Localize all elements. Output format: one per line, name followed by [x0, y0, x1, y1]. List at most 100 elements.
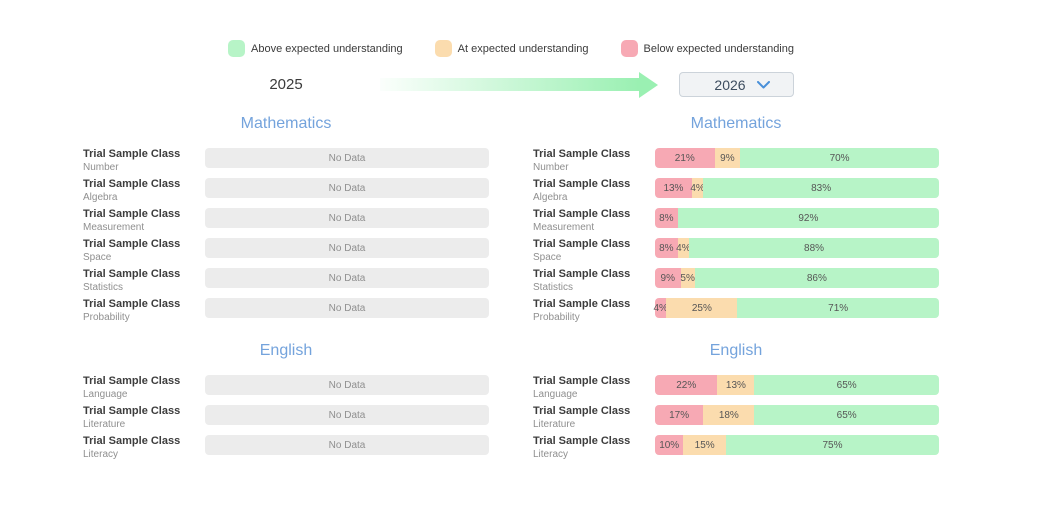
subject-label: Statistics [533, 282, 574, 293]
result-row: Trial Sample Class Algebra 13% 4% 83% [533, 178, 939, 203]
result-row: Trial Sample Class Literacy No Data [83, 435, 489, 460]
section-english-2026: English Trial Sample Class Language 22% 13% 6… [533, 342, 939, 460]
subject-label: Literature [533, 419, 576, 430]
segment-at: 15% [683, 435, 726, 455]
subject-label: Probability [83, 312, 130, 323]
segment-at: 13% [717, 375, 755, 395]
section-mathematics-2025: Mathematics Trial Sample Class Number No Da… [83, 115, 489, 323]
subject-label: Number [533, 162, 569, 173]
subject-label: Literacy [533, 449, 569, 460]
class-name-label: Trial Sample Class [83, 208, 181, 220]
subject-label: Literacy [83, 449, 119, 460]
stacked-bar: 4% 25% 71% [653, 298, 939, 318]
year-comparison-dashboard: Above expected understanding At expected … [83, 40, 939, 460]
at-swatch-icon [434, 40, 452, 57]
segment-above: 71% [737, 298, 939, 318]
result-row: Trial Sample Class Probability 4% 25% 71% [533, 298, 939, 323]
row-label: Trial Sample Class Statistics [533, 268, 655, 293]
section-english-2025: English Trial Sample Class Language No Data… [83, 342, 489, 460]
subject-label: Number [83, 162, 119, 173]
class-name-label: Trial Sample Class [533, 178, 631, 190]
stacked-bar: 21% 9% 70% [655, 148, 939, 168]
subject-label: Language [533, 389, 578, 400]
row-label: Trial Sample Class Number [533, 148, 655, 173]
row-label: Trial Sample Class Language [533, 375, 655, 400]
legend-label: At expected understanding [457, 42, 589, 55]
subject-label: Space [83, 252, 112, 263]
section-title: English [709, 342, 763, 359]
above-swatch-icon [228, 40, 245, 57]
no-data-bar: No Data [205, 208, 489, 228]
class-name-label: Trial Sample Class [533, 375, 631, 387]
segment-below: 21% [655, 148, 715, 168]
result-row: Trial Sample Class Language 22% 13% 65% [533, 375, 939, 400]
result-row: Trial Sample Class Statistics 9% 5% 86% [533, 268, 939, 293]
class-name-label: Trial Sample Class [83, 375, 181, 387]
segment-above: 83% [703, 178, 939, 198]
result-row: Trial Sample Class Measurement No Data [83, 208, 489, 233]
result-row: Trial Sample Class Literature 17% 18% 65% [533, 405, 939, 430]
section-title: English [259, 342, 313, 359]
class-name-label: Trial Sample Class [83, 298, 181, 310]
row-label: Trial Sample Class Literacy [83, 435, 205, 460]
row-label: Trial Sample Class Space [83, 238, 205, 263]
to-year-cell: 2026 [533, 72, 939, 97]
result-row: Trial Sample Class Statistics No Data [83, 268, 489, 293]
class-name-label: Trial Sample Class [83, 405, 181, 417]
section-title: Mathematics [240, 115, 332, 132]
segment-below: 13% [655, 178, 692, 198]
result-row: Trial Sample Class Algebra No Data [83, 178, 489, 203]
segment-below: 8% [655, 208, 678, 228]
legend-item-below: Below expected understanding [620, 40, 794, 57]
row-label: Trial Sample Class Literature [533, 405, 655, 430]
class-name-label: Trial Sample Class [533, 208, 631, 220]
class-name-label: Trial Sample Class [533, 268, 631, 280]
subject-label: Literature [83, 419, 126, 430]
segment-at: 4% [690, 178, 705, 198]
segment-above: 70% [740, 148, 939, 168]
row-label: Trial Sample Class Number [83, 148, 205, 173]
class-name-label: Trial Sample Class [533, 435, 631, 447]
row-label: Trial Sample Class Algebra [83, 178, 205, 203]
class-name-label: Trial Sample Class [83, 268, 181, 280]
section-title: Mathematics [690, 115, 782, 132]
segment-above: 75% [725, 435, 939, 455]
stacked-bar: 22% 13% 65% [655, 375, 939, 395]
segment-above: 65% [754, 405, 939, 425]
subject-label: Space [533, 252, 562, 263]
no-data-bar: No Data [205, 178, 489, 198]
result-row: Trial Sample Class Space No Data [83, 238, 489, 263]
class-name-label: Trial Sample Class [533, 238, 631, 250]
row-label: Trial Sample Class Space [533, 238, 655, 263]
no-data-bar: No Data [205, 375, 489, 395]
stacked-bar: 10% 15% 75% [655, 435, 939, 455]
class-name-label: Trial Sample Class [83, 238, 181, 250]
year-dropdown[interactable]: 2026 [678, 72, 794, 97]
row-label: Trial Sample Class Algebra [533, 178, 655, 203]
no-data-bar: No Data [205, 435, 489, 455]
row-label: Trial Sample Class Literacy [533, 435, 655, 460]
segment-below: 8% [655, 238, 678, 258]
row-label: Trial Sample Class Probability [533, 298, 655, 323]
no-data-bar: No Data [205, 238, 489, 258]
class-name-label: Trial Sample Class [83, 178, 181, 190]
class-name-label: Trial Sample Class [533, 405, 631, 417]
row-label: Trial Sample Class Measurement [83, 208, 205, 233]
segment-below: 10% [655, 435, 684, 455]
legend: Above expected understanding At expected … [83, 40, 939, 57]
row-label: Trial Sample Class Literature [83, 405, 205, 430]
segment-above: 88% [689, 238, 939, 258]
subject-label: Statistics [83, 282, 124, 293]
segment-at: 9% [714, 148, 741, 168]
row-label: Trial Sample Class Measurement [533, 208, 655, 233]
class-name-label: Trial Sample Class [533, 148, 631, 160]
below-swatch-icon [620, 40, 638, 57]
no-data-bar: No Data [205, 268, 489, 288]
result-row: Trial Sample Class Number 21% 9% 70% [533, 148, 939, 173]
subject-label: Measurement [83, 222, 145, 233]
subject-label: Measurement [533, 222, 595, 233]
row-label: Trial Sample Class Statistics [83, 268, 205, 293]
legend-label: Above expected understanding [251, 42, 403, 55]
segment-above: 86% [694, 268, 939, 288]
segment-above: 92% [677, 208, 939, 228]
